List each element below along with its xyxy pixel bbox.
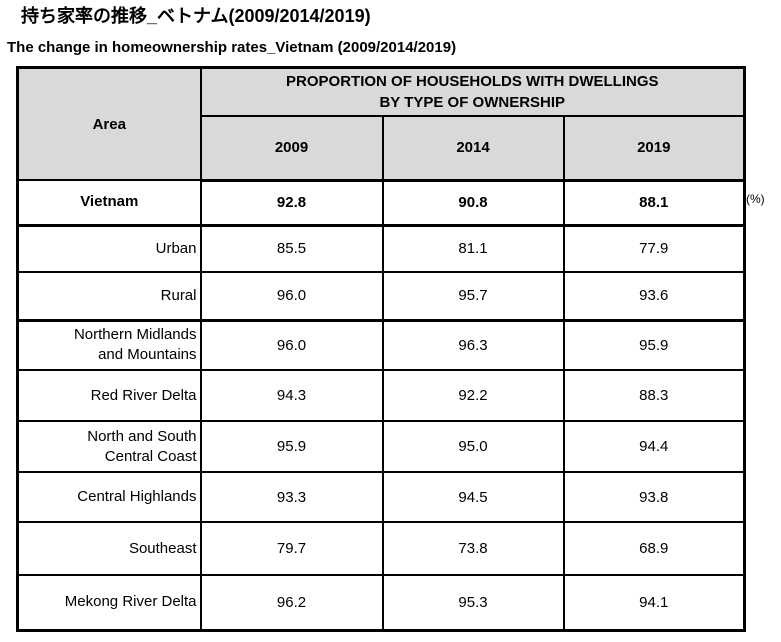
table-row-vietnam: Vietnam 92.8 90.8 88.1 bbox=[16, 179, 746, 227]
value-cell-2019: 93.6 bbox=[562, 271, 746, 322]
page-title-english: The change in homeownership rates_Vietna… bbox=[7, 39, 457, 56]
table-row-southeast: Southeast 79.7 73.8 68.9 bbox=[16, 521, 746, 576]
value-cell-2014: 95.0 bbox=[381, 420, 565, 473]
area-cell: Urban bbox=[16, 224, 202, 273]
area-cell: Southeast bbox=[16, 521, 202, 576]
table-row-red-river-delta: Red River Delta 94.3 92.2 88.3 bbox=[16, 369, 746, 422]
value-cell-2019: 88.1 bbox=[562, 179, 746, 227]
column-header-2014: 2014 bbox=[381, 115, 565, 182]
area-cell: Rural bbox=[16, 271, 202, 322]
table-row-northern-midlands-and-mountains: Northern Midlands and Mountains 96.0 96.… bbox=[16, 319, 746, 371]
value-cell-2009: 93.3 bbox=[199, 471, 384, 523]
homeownership-rates-table: Area PROPORTION OF HOUSEHOLDS WITH DWELL… bbox=[16, 66, 747, 632]
page-title-japanese: 持ち家率の推移_ベトナム(2009/2014/2019) bbox=[21, 6, 371, 26]
value-cell-2009: 95.9 bbox=[199, 420, 384, 473]
value-cell-2014: 96.3 bbox=[381, 319, 565, 371]
column-header-2009: 2009 bbox=[199, 115, 384, 182]
column-group-header: PROPORTION OF HOUSEHOLDS WITH DWELLINGS … bbox=[199, 66, 746, 117]
value-cell-2019: 94.1 bbox=[562, 574, 746, 631]
value-cell-2019: 95.9 bbox=[562, 319, 746, 371]
value-cell-2014: 92.2 bbox=[381, 369, 565, 422]
area-cell: Northern Midlands and Mountains bbox=[16, 319, 202, 371]
value-cell-2009: 96.0 bbox=[199, 271, 384, 322]
value-cell-2019: 88.3 bbox=[562, 369, 746, 422]
value-cell-2009: 96.2 bbox=[199, 574, 384, 631]
column-header-area: Area bbox=[16, 66, 202, 181]
value-cell-2014: 90.8 bbox=[381, 179, 565, 227]
header-row-group: Area PROPORTION OF HOUSEHOLDS WITH DWELL… bbox=[16, 66, 746, 181]
value-cell-2019: 94.4 bbox=[562, 420, 746, 473]
table-row-central-highlands: Central Highlands 93.3 94.5 93.8 bbox=[16, 471, 746, 523]
column-header-2019: 2019 bbox=[562, 115, 746, 182]
value-cell-2014: 81.1 bbox=[381, 224, 565, 273]
area-cell: North and South Central Coast bbox=[16, 420, 202, 473]
table-row-urban: Urban 85.5 81.1 77.9 bbox=[16, 224, 746, 273]
area-cell: Vietnam bbox=[16, 179, 202, 227]
value-cell-2019: 77.9 bbox=[562, 224, 746, 273]
value-cell-2009: 96.0 bbox=[199, 319, 384, 371]
area-cell: Central Highlands bbox=[16, 471, 202, 523]
value-cell-2014: 95.7 bbox=[381, 271, 565, 322]
table-row-north-and-south-central-coast: North and South Central Coast 95.9 95.0 … bbox=[16, 420, 746, 473]
table-row-rural: Rural 96.0 95.7 93.6 bbox=[16, 271, 746, 322]
area-cell: Red River Delta bbox=[16, 369, 202, 422]
value-cell-2019: 93.8 bbox=[562, 471, 746, 523]
area-cell: Mekong River Delta bbox=[16, 574, 202, 631]
table-row-mekong-river-delta: Mekong River Delta 96.2 95.3 94.1 bbox=[16, 574, 746, 631]
header-row-years: 2009 2014 2019 bbox=[18, 115, 746, 182]
unit-label: (%) bbox=[746, 192, 765, 206]
value-cell-2009: 85.5 bbox=[199, 224, 384, 273]
value-cell-2009: 79.7 bbox=[199, 521, 384, 576]
value-cell-2019: 68.9 bbox=[562, 521, 746, 576]
value-cell-2014: 73.8 bbox=[381, 521, 565, 576]
value-cell-2014: 94.5 bbox=[381, 471, 565, 523]
value-cell-2009: 94.3 bbox=[199, 369, 384, 422]
value-cell-2014: 95.3 bbox=[381, 574, 565, 631]
value-cell-2009: 92.8 bbox=[199, 179, 384, 227]
